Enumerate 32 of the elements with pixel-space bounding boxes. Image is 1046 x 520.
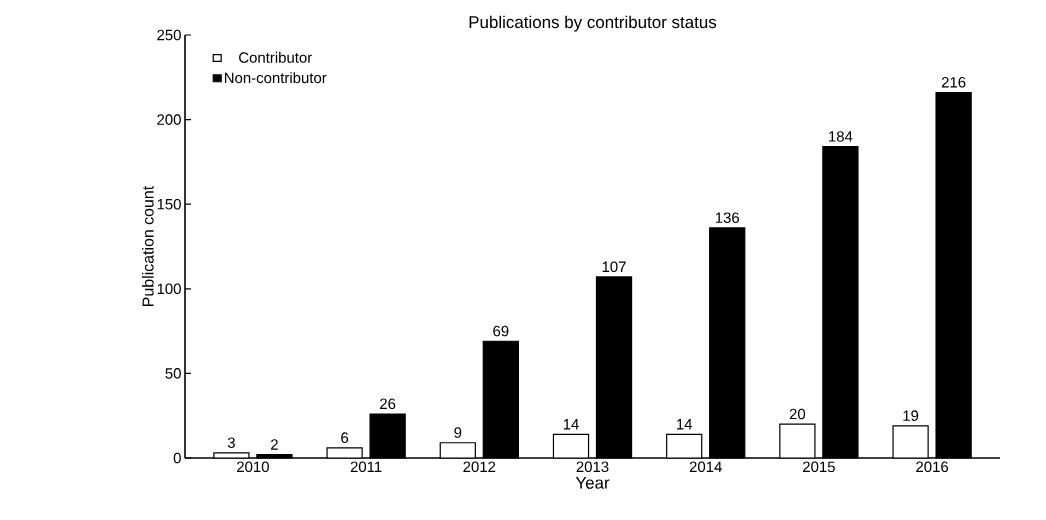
y-tick-label: 100 (157, 283, 181, 295)
data-label: 14 (563, 419, 579, 430)
x-tick-label: 2013 (576, 461, 609, 473)
data-label: 107 (602, 261, 626, 273)
data-label: 3 (227, 437, 235, 448)
data-label: 9 (454, 427, 462, 438)
data-label: 2 (271, 439, 278, 450)
chart-title: Publications by contributor status (469, 15, 717, 32)
x-tick-label: 2016 (916, 461, 949, 473)
data-label: 184 (829, 131, 853, 142)
x-tick-label: 2010 (237, 461, 269, 473)
y-tick-label: 150 (157, 198, 181, 210)
data-label: 216 (941, 77, 966, 88)
x-tick-label: 2011 (350, 461, 382, 473)
x-tick-label: 2015 (803, 461, 835, 473)
x-axis-title: Year (575, 476, 610, 489)
data-label: 14 (677, 419, 693, 430)
data-label: 26 (380, 398, 396, 410)
data-label: 6 (341, 432, 349, 443)
x-tick-label: 2012 (463, 461, 496, 473)
y-axis-title: Publication count (141, 185, 154, 306)
legend-label: Non-contributor (224, 72, 327, 84)
data-label: 19 (903, 410, 919, 421)
data-label: 69 (493, 325, 509, 337)
data-label: 136 (715, 212, 740, 223)
y-tick-label: 250 (157, 29, 181, 41)
data-label: 20 (789, 408, 806, 420)
y-tick-label: 0 (173, 452, 181, 464)
x-tick-label: 2014 (689, 461, 722, 473)
legend-label: Contributor (239, 51, 312, 63)
y-tick-label: 200 (157, 114, 181, 125)
y-tick-label: 50 (165, 368, 181, 379)
